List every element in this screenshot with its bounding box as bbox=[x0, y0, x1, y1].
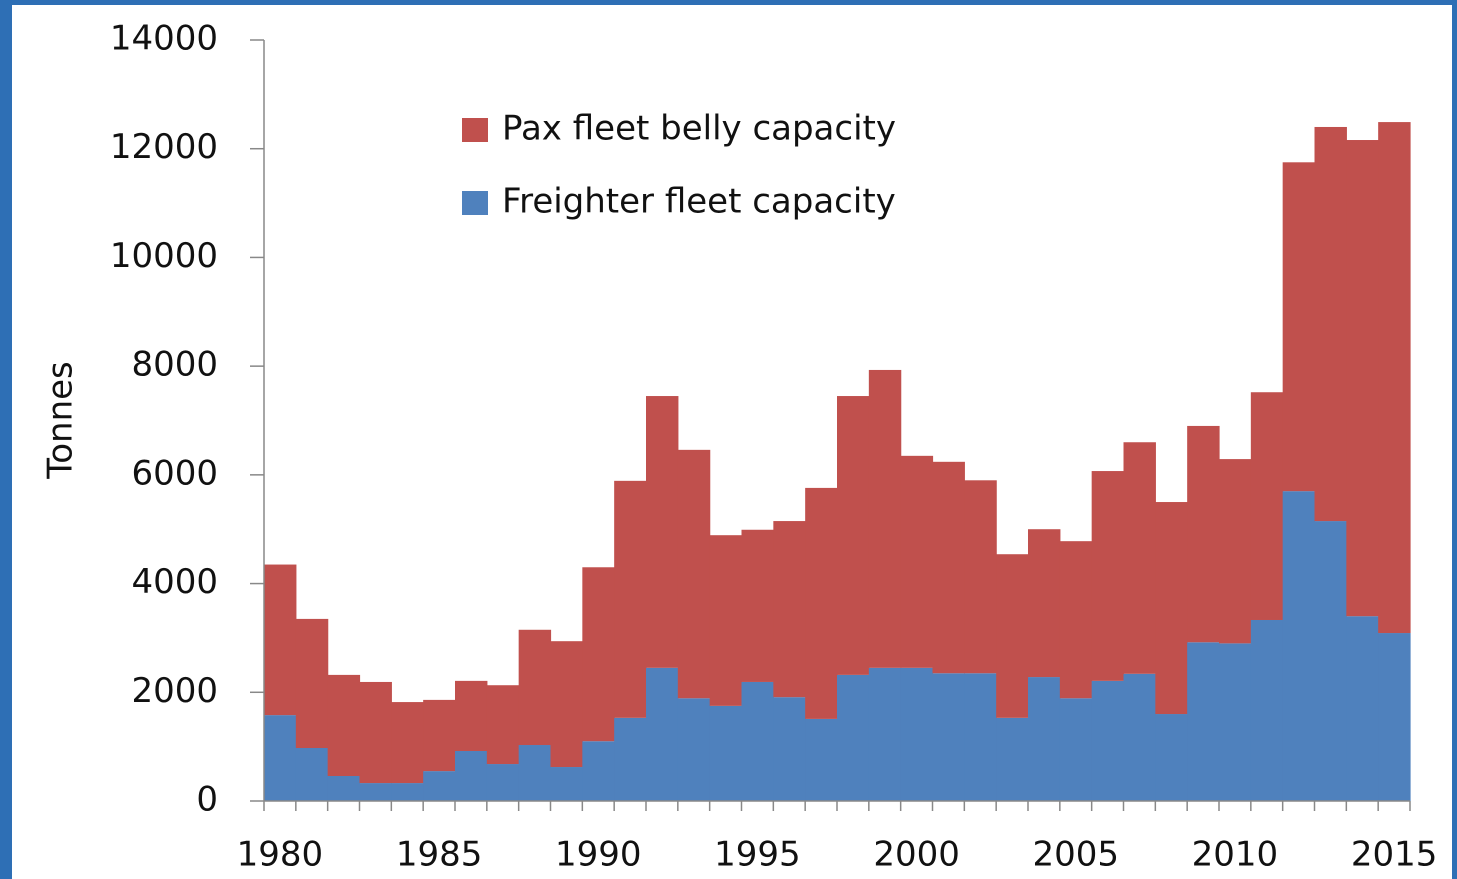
bar-segment bbox=[614, 717, 647, 801]
bar-segment bbox=[518, 745, 552, 801]
bar-segment bbox=[837, 396, 870, 675]
bar-segment bbox=[1378, 633, 1411, 801]
bar-segment bbox=[1250, 619, 1284, 801]
bar-segment bbox=[423, 699, 456, 772]
bar-segment bbox=[646, 396, 679, 668]
bar-segment bbox=[964, 673, 997, 801]
bar-segment bbox=[709, 705, 743, 801]
bar-segment bbox=[486, 685, 520, 765]
bar-segment bbox=[295, 748, 329, 801]
x-tick-label: 1980 bbox=[237, 835, 324, 875]
bar-segment bbox=[550, 767, 583, 801]
bar-segment bbox=[677, 449, 711, 699]
bar-segment bbox=[1187, 642, 1220, 801]
bar-segment bbox=[805, 718, 838, 801]
bar-segment bbox=[1059, 698, 1093, 801]
bar-segment bbox=[805, 487, 838, 719]
bar-segment bbox=[646, 667, 679, 801]
bar-segment bbox=[614, 480, 647, 718]
bar-segment bbox=[1028, 677, 1061, 801]
bar-segment bbox=[486, 764, 520, 801]
bar-segment bbox=[1219, 643, 1252, 801]
bar-segment bbox=[1187, 425, 1220, 643]
bar-segment bbox=[1059, 541, 1093, 699]
bar-segment bbox=[1282, 162, 1316, 492]
bar-segment bbox=[773, 697, 806, 801]
legend-label: Freighter fleet capacity bbox=[502, 182, 896, 222]
bar-segment bbox=[264, 715, 297, 801]
y-tick-label: 12000 bbox=[110, 127, 218, 167]
bar-segment bbox=[391, 702, 424, 784]
legend-swatch bbox=[462, 191, 488, 215]
x-tick-label: 1985 bbox=[396, 835, 483, 875]
x-tick-label: 2005 bbox=[1032, 835, 1119, 875]
bar-segment bbox=[868, 667, 902, 801]
y-tick-label: 10000 bbox=[110, 236, 218, 276]
bar-segment bbox=[518, 629, 552, 746]
bar-segment bbox=[741, 529, 774, 682]
bar-segment bbox=[1282, 491, 1316, 801]
bar-segment bbox=[455, 750, 488, 801]
bar-segment bbox=[391, 783, 424, 801]
x-tick-label: 2000 bbox=[873, 835, 960, 875]
bar-segment bbox=[996, 717, 1029, 801]
y-tick-label: 6000 bbox=[131, 453, 218, 493]
bar-segment bbox=[582, 567, 615, 742]
bar-segment bbox=[1314, 521, 1347, 801]
bar-segment bbox=[582, 741, 615, 801]
bar-segment bbox=[1250, 392, 1284, 620]
legend-label: Pax fleet belly capacity bbox=[502, 109, 896, 149]
bar-segment bbox=[996, 554, 1029, 718]
bar-segment bbox=[677, 698, 711, 801]
bar-segment bbox=[741, 681, 774, 801]
bar-segment bbox=[1346, 616, 1379, 801]
y-tick-label: 0 bbox=[196, 780, 218, 820]
bar-segment bbox=[295, 618, 329, 749]
bar-segment bbox=[1123, 442, 1156, 674]
bar-segment bbox=[837, 674, 870, 801]
bar-segment bbox=[264, 564, 297, 716]
bar-segment bbox=[932, 461, 965, 674]
x-tick-label: 1990 bbox=[555, 835, 642, 875]
bar-segment bbox=[1378, 122, 1411, 634]
y-tick-label: 2000 bbox=[131, 671, 218, 711]
bar-segment bbox=[1314, 126, 1347, 522]
bar-segment bbox=[1091, 471, 1125, 681]
bar-segment bbox=[423, 771, 456, 801]
bar-segment bbox=[327, 775, 361, 801]
bar-segment bbox=[550, 641, 583, 768]
bar-segment bbox=[1155, 502, 1188, 715]
bar-segment bbox=[1155, 714, 1188, 801]
x-tick-label: 2015 bbox=[1351, 835, 1438, 875]
x-tick-label: 2010 bbox=[1192, 835, 1279, 875]
x-tick-label: 1995 bbox=[714, 835, 801, 875]
bar-segment bbox=[359, 783, 392, 801]
bar-segment bbox=[709, 535, 743, 706]
bar-segment bbox=[1346, 140, 1379, 617]
y-axis-label: Tonnes bbox=[41, 361, 81, 480]
bar-segment bbox=[964, 480, 997, 674]
bar-segment bbox=[1091, 680, 1125, 801]
legend-swatch bbox=[462, 118, 488, 142]
bar-segment bbox=[359, 681, 392, 784]
y-tick-label: 8000 bbox=[131, 345, 218, 385]
bar-segment bbox=[455, 680, 488, 751]
bar-segment bbox=[773, 521, 806, 698]
bar-segment bbox=[1028, 529, 1061, 678]
bar-segment bbox=[900, 667, 934, 801]
bar-segment bbox=[1123, 673, 1156, 801]
bar-segment bbox=[1219, 459, 1252, 644]
bar-segment bbox=[900, 455, 934, 668]
y-tick-label: 4000 bbox=[131, 562, 218, 602]
bar-segment bbox=[868, 369, 902, 668]
bar-segment bbox=[932, 673, 965, 801]
y-tick-label: 14000 bbox=[110, 19, 218, 59]
bar-segment bbox=[327, 674, 361, 776]
